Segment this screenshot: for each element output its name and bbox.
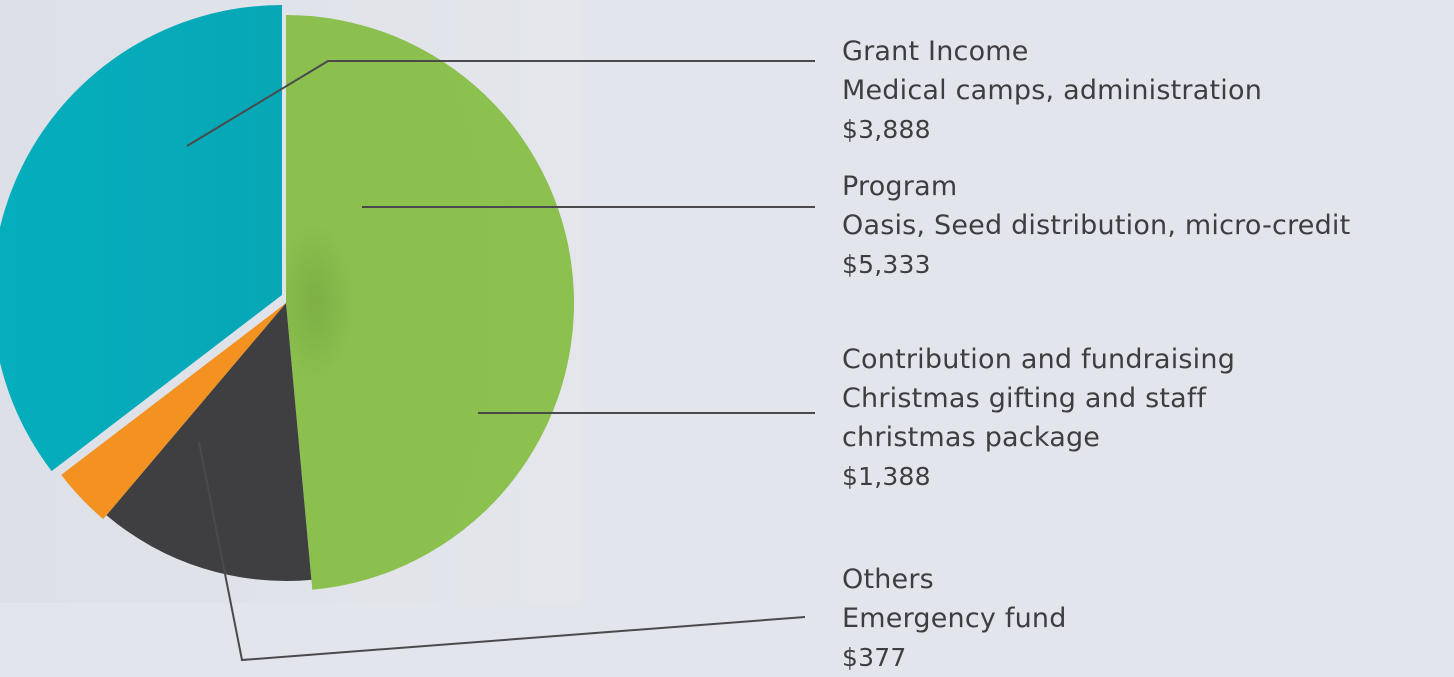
legend-contribution-description-line1: Christmas gifting and staff (842, 383, 1207, 414)
legend-grant-income-name: Grant Income (842, 36, 1029, 67)
legend-contribution: Contribution and fundraising Christmas g… (842, 340, 1235, 496)
pie-slice-contribution (106, 303, 312, 581)
legend-others-description: Emergency fund (842, 603, 1067, 634)
legend-contribution-name: Contribution and fundraising (842, 344, 1236, 375)
pie-slice-grant-income (0, 5, 282, 472)
legend-program-description: Oasis, Seed distribution, micro-credit (842, 210, 1351, 241)
leader-line-grant-income (186, 60, 815, 147)
legend-contribution-amount: $1,388 (842, 462, 931, 491)
legend-program-amount: $5,333 (842, 250, 931, 279)
legend-others-amount: $377 (842, 643, 907, 672)
leader-line-others (198, 441, 806, 662)
legend-grant-income-amount: $3,888 (842, 115, 931, 144)
legend-grant-income: Grant Income Medical camps, administrati… (842, 32, 1262, 149)
pie-slice-program (286, 15, 575, 590)
legend-program-name: Program (842, 171, 958, 202)
legend-grant-income-description: Medical camps, administration (842, 75, 1263, 106)
legend-program: Program Oasis, Seed distribution, micro-… (842, 167, 1350, 284)
legend-others: Others Emergency fund $377 (842, 560, 1067, 677)
legend-contribution-description-line2: christmas package (842, 422, 1101, 453)
pie-slice-others (61, 303, 287, 520)
legend-others-name: Others (842, 564, 934, 595)
